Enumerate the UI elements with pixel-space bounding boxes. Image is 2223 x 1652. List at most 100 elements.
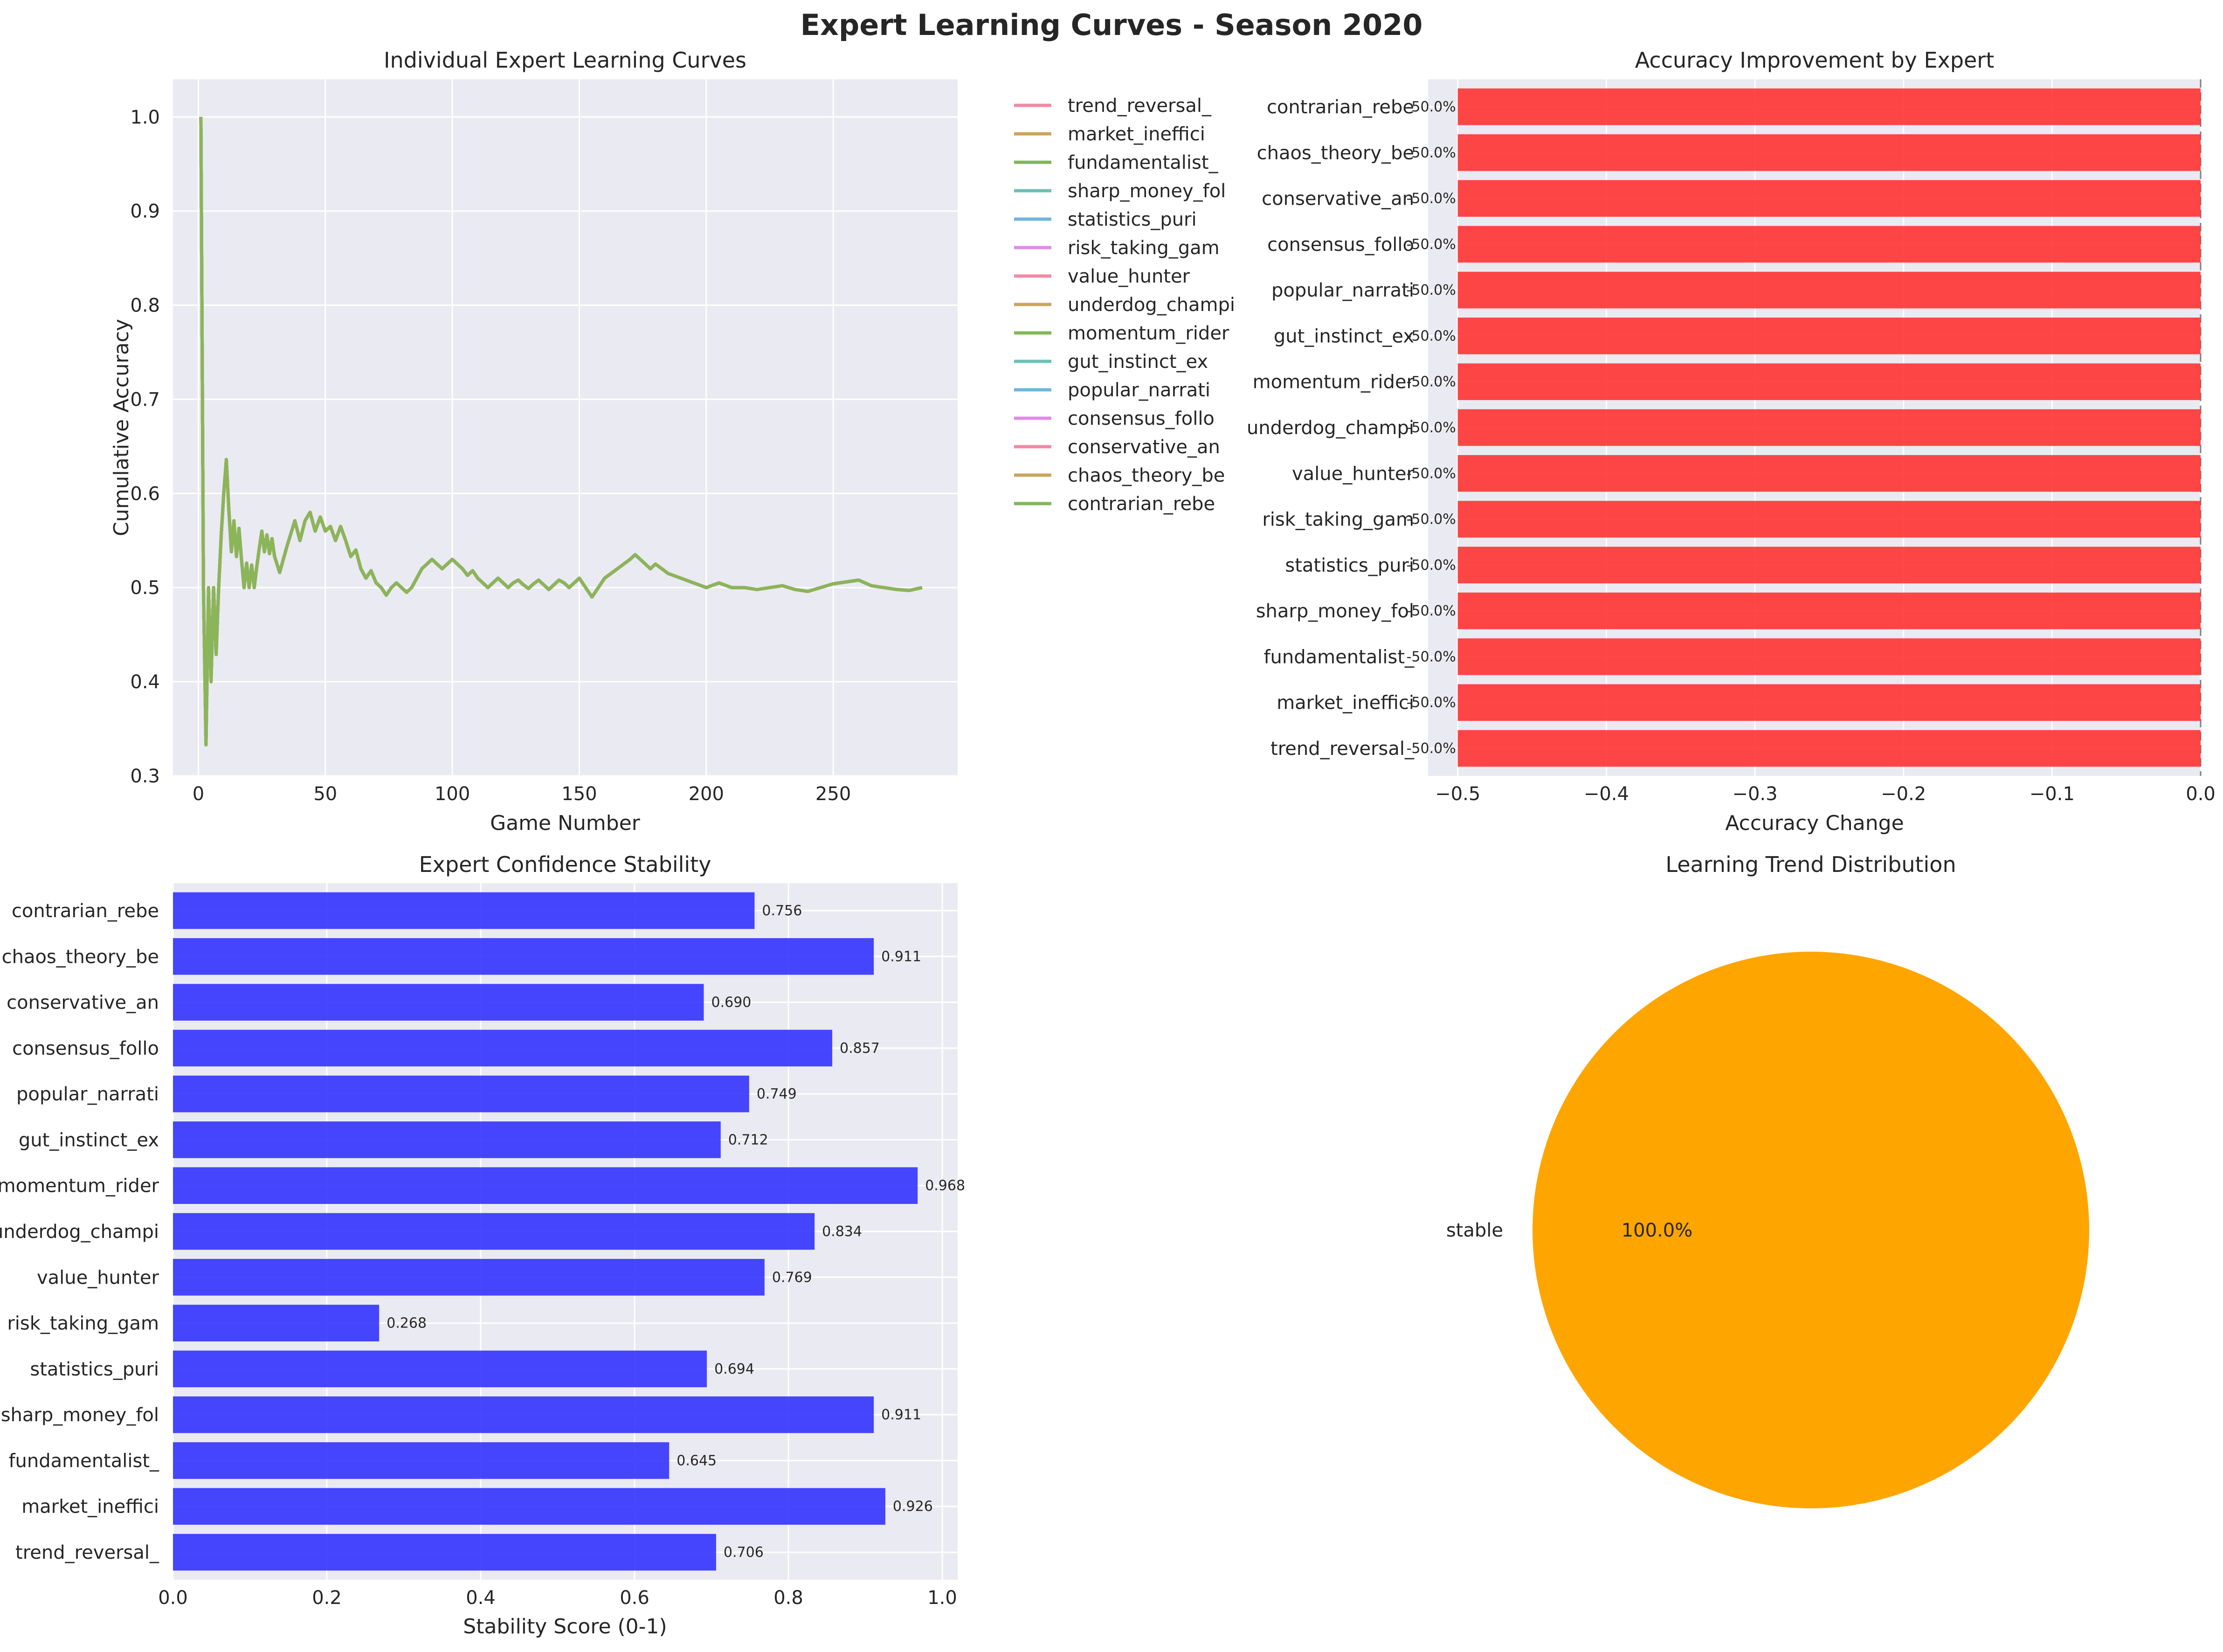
category-label: momentum_rider — [1253, 372, 1415, 393]
x-tick-label: 1.0 — [927, 1587, 957, 1609]
category-label: contrarian_rebe — [12, 900, 159, 922]
legend-label: consensus_follo — [1068, 408, 1215, 429]
x-tick-label: −0.5 — [1435, 783, 1480, 805]
data-label: -50.0% — [1407, 511, 1456, 528]
y-tick-label: 0.6 — [130, 483, 160, 505]
data-label: 0.268 — [387, 1315, 427, 1332]
learning-curves-ylabel: Cumulative Accuracy — [110, 319, 133, 536]
confidence-stability-bars: 0.706 0.926 0.645 0.911 0.694 0.268 0.769 0.834… — [173, 892, 965, 1571]
legend-label: risk_taking_gam — [1068, 237, 1220, 259]
data-label: -50.0% — [1407, 328, 1456, 344]
category-label: underdog_champi — [0, 1221, 159, 1243]
accuracy-improvement-x-ticks: −0.5 −0.4 −0.3 −0.2 −0.1 0.0 — [1435, 783, 2216, 805]
data-label: 0.706 — [724, 1544, 764, 1561]
bar-consensus_follo — [1457, 226, 2201, 263]
x-tick-label: 0.8 — [773, 1587, 803, 1609]
data-label: -50.0% — [1407, 282, 1456, 298]
bar-gut_instinct_ex — [173, 1121, 721, 1158]
data-label: -50.0% — [1407, 236, 1456, 253]
y-tick-label: 1.0 — [130, 107, 160, 128]
x-tick-label: 0.2 — [312, 1587, 342, 1609]
data-label: -50.0% — [1407, 603, 1456, 619]
data-label: -50.0% — [1407, 145, 1456, 161]
y-tick-label: 0.9 — [130, 201, 160, 222]
accuracy-improvement-title: Accuracy Improvement by Expert — [1635, 48, 1994, 73]
bar-gut_instinct_ex — [1457, 318, 2201, 354]
bar-conservative_an — [173, 984, 704, 1021]
bar-conservative_an — [1457, 180, 2201, 217]
x-tick-label: 250 — [815, 783, 851, 805]
category-label: statistics_puri — [1285, 555, 1414, 576]
category-label: trend_reversal_ — [1270, 738, 1415, 760]
data-label: -50.0% — [1407, 695, 1456, 711]
trend-distribution-title: Learning Trend Distribution — [1665, 852, 1956, 877]
category-label: market_ineffici — [21, 1496, 159, 1518]
data-label: -50.0% — [1407, 99, 1456, 115]
bar-risk_taking_gam — [173, 1305, 380, 1341]
category-label: value_hunter — [1292, 463, 1415, 484]
bar-popular_narrati — [173, 1075, 749, 1113]
legend-label: momentum_rider — [1068, 323, 1229, 344]
data-label: -50.0% — [1407, 420, 1456, 436]
bar-value_hunter — [173, 1258, 765, 1296]
data-label: -50.0% — [1407, 191, 1456, 207]
data-label: 0.712 — [728, 1132, 768, 1148]
legend-label: chaos_theory_be — [1068, 465, 1225, 486]
pie-slice-stable — [1533, 952, 2089, 1508]
accuracy-improvement-xlabel: Accuracy Change — [1725, 811, 1904, 835]
bar-fundamentalist_ — [1457, 638, 2201, 675]
category-label: gut_instinct_ex — [19, 1129, 159, 1151]
legend-label: contrarian_rebe — [1068, 493, 1215, 515]
confidence-stability-title: Expert Confidence Stability — [419, 852, 711, 877]
legend-label: underdog_champi — [1068, 294, 1235, 316]
legend-label: trend_reversal_ — [1068, 95, 1212, 117]
x-tick-label: 0.0 — [158, 1587, 188, 1609]
y-tick-label: 0.7 — [130, 389, 160, 410]
y-tick-label: 0.4 — [130, 671, 160, 693]
data-label: 0.911 — [881, 948, 921, 965]
bar-chaos_theory_be — [1457, 134, 2201, 171]
pie-label: stable — [1446, 1220, 1503, 1241]
data-label: -50.0% — [1407, 557, 1456, 574]
data-label: 0.926 — [893, 1499, 933, 1515]
category-label: chaos_theory_be — [2, 946, 159, 968]
category-label: fundamentalist_ — [1263, 646, 1415, 668]
x-tick-label: 150 — [561, 783, 597, 805]
data-label: 0.645 — [677, 1452, 717, 1469]
bar-trend_reversal_ — [173, 1534, 716, 1571]
category-label: conservative_an — [1262, 188, 1414, 210]
data-label: -50.0% — [1407, 740, 1456, 757]
bar-trend_reversal_ — [1457, 730, 2201, 767]
legend-label: gut_instinct_ex — [1068, 351, 1208, 373]
data-label: 0.857 — [840, 1040, 880, 1057]
data-label: 0.968 — [925, 1178, 965, 1194]
data-label: -50.0% — [1407, 465, 1456, 482]
y-tick-label: 0.8 — [130, 295, 160, 317]
category-label: fundamentalist_ — [8, 1450, 159, 1472]
x-tick-label: 0.4 — [466, 1587, 496, 1609]
bar-fundamentalist_ — [173, 1442, 670, 1479]
accuracy-improvement-panel: -50.0% -50.0% -50.0% -50.0% -50.0% -50.0% -50.… — [1247, 48, 2216, 835]
legend-label: popular_narrati — [1068, 380, 1210, 401]
bar-sharp_money_fol — [173, 1396, 874, 1433]
confidence-stability-panel: 0.706 0.926 0.645 0.911 0.694 0.268 0.769 0.834… — [0, 852, 965, 1638]
data-label: 0.749 — [757, 1086, 797, 1102]
bar-statistics_puri — [173, 1350, 707, 1388]
category-label: sharp_money_fol — [1, 1404, 159, 1426]
bar-momentum_rider — [1457, 363, 2201, 401]
category-label: consensus_follo — [1267, 234, 1414, 256]
legend-label: value_hunter — [1068, 266, 1190, 287]
category-label: statistics_puri — [30, 1359, 159, 1380]
data-label: 0.834 — [822, 1223, 862, 1240]
data-label: -50.0% — [1407, 374, 1456, 390]
category-label: popular_narrati — [16, 1084, 159, 1105]
x-tick-label: 200 — [689, 783, 724, 805]
figure-title: Expert Learning Curves - Season 2020 — [801, 8, 1423, 42]
trend-distribution-pie: stable 100.0% — [1446, 952, 2089, 1508]
legend-label: statistics_puri — [1068, 209, 1197, 230]
bar-contrarian_rebe — [1457, 88, 2201, 125]
learning-curves-legend: trend_reversal_ market_ineffici fundamenta… — [1014, 95, 1235, 515]
legend-label: fundamentalist_ — [1068, 152, 1219, 173]
series-line-contrarian_rebe — [199, 117, 923, 747]
